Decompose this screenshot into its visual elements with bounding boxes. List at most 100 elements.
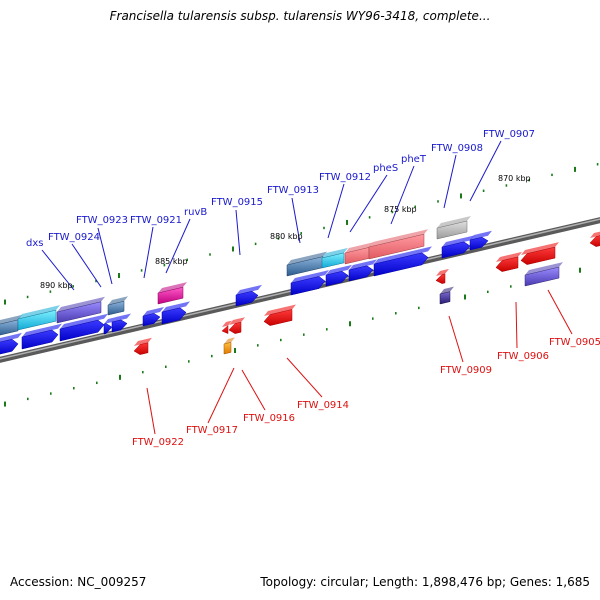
- upper-tick: [323, 226, 325, 230]
- cds-forward-top: [291, 270, 329, 283]
- cds-reverse-top: [134, 337, 152, 346]
- gene-label-ftw0924[interactable]: FTW_0924: [48, 232, 100, 243]
- feature-cyan: [17, 305, 60, 331]
- lower-tick: [165, 365, 167, 368]
- cds-forward-face: [469, 236, 489, 251]
- gene-label-ftw0906[interactable]: FTW_0906: [497, 351, 549, 362]
- callout-line: [390, 165, 415, 225]
- cds-forward: [0, 332, 22, 355]
- upper-tick: [26, 295, 29, 299]
- callout-line: [327, 183, 345, 239]
- cds-forward-face: [21, 329, 59, 350]
- cds-reverse-face: [589, 235, 600, 247]
- callout-line: [349, 174, 388, 233]
- gene-label-ftw0913[interactable]: FTW_0913: [267, 185, 319, 196]
- lower-tick: [234, 348, 236, 354]
- label-callouts: [41, 140, 573, 435]
- cds-reverse-face: [263, 309, 293, 326]
- feature-magenta: [157, 282, 187, 305]
- cds-forward: [469, 230, 492, 251]
- lower-tick: [4, 401, 6, 407]
- feature-purple-top: [57, 296, 105, 312]
- cds-forward-face: [290, 276, 326, 296]
- cds-reverse: [589, 231, 600, 247]
- feature-magenta-top: [158, 282, 187, 293]
- cds-forward: [161, 301, 190, 325]
- feature-purple: [524, 262, 563, 287]
- cds-reverse: [228, 317, 245, 334]
- upper-tick: [254, 242, 257, 246]
- lower-tick: [50, 392, 52, 395]
- gene-label-ftw0905[interactable]: FTW_0905: [549, 337, 600, 348]
- callout-line: [165, 218, 191, 274]
- gene-label-ftw0912[interactable]: FTW_0912: [319, 172, 371, 183]
- feature-pink-face: [368, 233, 425, 260]
- feature-cyan-face: [321, 252, 345, 269]
- gene-label-ftw0916[interactable]: FTW_0916: [243, 413, 295, 424]
- upper-tick: [300, 232, 302, 235]
- lower-tick: [372, 317, 374, 320]
- cds-forward: [441, 235, 474, 259]
- kbp-label-875: 875 kbp: [384, 205, 417, 214]
- cds-reverse-face: [495, 256, 519, 272]
- cds-forward: [111, 313, 131, 333]
- kbp-label-890: 890 kbp: [40, 281, 73, 290]
- gene-label-ftw0923[interactable]: FTW_0923: [76, 215, 128, 226]
- cds-forward-top: [442, 235, 474, 247]
- upper-tick: [596, 163, 599, 166]
- upper-tick: [482, 189, 485, 193]
- lower-tick: [326, 328, 328, 331]
- upper-tick: [163, 263, 166, 267]
- gene-label-ruvb[interactable]: ruvB: [184, 207, 207, 218]
- feature-pink-top: [369, 229, 428, 247]
- cds-forward: [235, 284, 262, 307]
- cds-forward-face: [0, 339, 19, 355]
- cds-reverse: [263, 304, 296, 326]
- gene-label-ftw0922[interactable]: FTW_0922: [132, 437, 184, 448]
- gene-label-ftw0915[interactable]: FTW_0915: [211, 197, 263, 208]
- cds-forward-top: [349, 259, 377, 270]
- feature-darkpurple: [439, 286, 454, 305]
- lower-tick: [211, 354, 213, 358]
- callout-line: [291, 197, 301, 244]
- upper-tick: [232, 246, 234, 252]
- feature-steel-top: [287, 251, 327, 265]
- lower-tick: [280, 338, 282, 342]
- gene-label-phes[interactable]: pheS: [373, 163, 398, 174]
- cds-reverse: [520, 242, 559, 265]
- upper-tick: [574, 166, 576, 172]
- cds-forward-top: [112, 313, 131, 322]
- upper-tick: [4, 299, 6, 305]
- cds-reverse-face: [228, 321, 242, 334]
- gene-label-ftw0917[interactable]: FTW_0917: [186, 425, 238, 436]
- cds-reverse-face: [221, 325, 229, 334]
- gene-label-ftw0907[interactable]: FTW_0907: [483, 129, 535, 140]
- cds-forward-face: [325, 271, 349, 287]
- lower-tick: [303, 333, 305, 336]
- callout-line: [146, 387, 156, 435]
- kbp-label-880: 880 kbp: [270, 232, 303, 241]
- feature-pink: [368, 229, 428, 260]
- gene-label-ftw0908[interactable]: FTW_0908: [431, 143, 483, 154]
- cds-forward-top: [236, 284, 262, 295]
- feature-steel-top: [108, 296, 128, 305]
- gene-label-dxs[interactable]: dxs: [26, 238, 43, 249]
- callout-line: [71, 243, 102, 288]
- gene-label-phet[interactable]: pheT: [401, 154, 427, 165]
- cds-forward: [290, 270, 329, 296]
- cds-forward-top: [0, 332, 22, 343]
- cds-reverse-top: [229, 317, 245, 325]
- gene-label-ftw0921[interactable]: FTW_0921: [130, 215, 182, 226]
- upper-tick: [95, 279, 97, 283]
- gene-label-ftw0909[interactable]: FTW_0909: [440, 365, 492, 376]
- feature-gray: [436, 216, 471, 240]
- kbp-label-870: 870 kbp: [498, 174, 531, 183]
- map-title: Francisella tularensis subsp. tularensis…: [109, 9, 491, 23]
- cds-forward-face: [111, 319, 128, 333]
- callout-line: [443, 154, 457, 209]
- gene-label-ftw0914[interactable]: FTW_0914: [297, 400, 349, 411]
- upper-tick: [391, 210, 394, 214]
- cds-forward-top: [60, 313, 108, 329]
- cds-forward: [348, 259, 377, 282]
